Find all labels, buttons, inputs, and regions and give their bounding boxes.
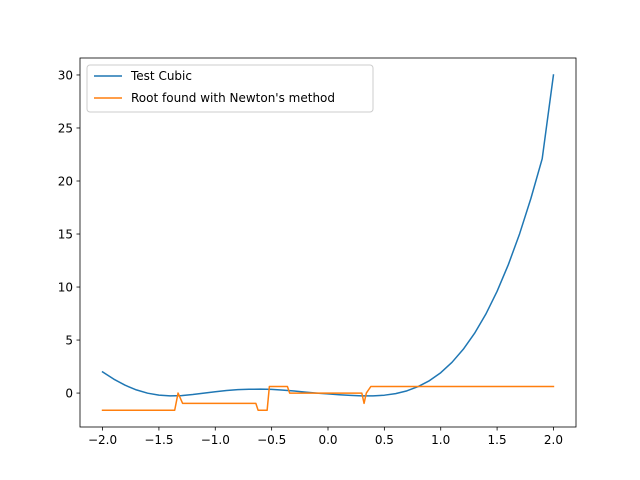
y-tick-label: 30 bbox=[58, 68, 73, 82]
x-tick-label: −2.0 bbox=[88, 433, 117, 447]
y-tick-label: 0 bbox=[65, 387, 73, 401]
x-tick-label: 1.5 bbox=[488, 433, 507, 447]
legend-label-test-cubic: Test Cubic bbox=[130, 69, 192, 83]
x-tick-label: −1.5 bbox=[144, 433, 173, 447]
x-axis: −2.0 −1.5 −1.0 −0.5 0.0 0.5 1.0 1.5 2.0 bbox=[88, 427, 563, 447]
axes-background bbox=[80, 58, 576, 427]
x-tick-label: 2.0 bbox=[544, 433, 563, 447]
y-tick-label: 15 bbox=[58, 228, 73, 242]
legend-box bbox=[86, 64, 374, 113]
series-line-root-found-with-newton-s-method bbox=[101, 385, 555, 411]
x-tick-label: 0.5 bbox=[375, 433, 394, 447]
plot-area bbox=[79, 57, 577, 428]
series-layer bbox=[101, 74, 555, 411]
x-tick-label: −1.0 bbox=[201, 433, 230, 447]
x-tick-label: 0.0 bbox=[318, 433, 337, 447]
y-axis: 0 5 10 15 20 25 30 bbox=[58, 68, 80, 401]
x-tick-label: −0.5 bbox=[257, 433, 286, 447]
y-tick-label: 20 bbox=[58, 175, 73, 189]
y-tick-label: 25 bbox=[58, 121, 73, 135]
x-tick-label: 1.0 bbox=[431, 433, 450, 447]
y-tick-label: 5 bbox=[65, 334, 73, 348]
legend-label-newton-root: Root found with Newton's method bbox=[131, 91, 335, 105]
legend: Test Cubic Root found with Newton's meth… bbox=[86, 64, 374, 113]
y-tick-label: 10 bbox=[58, 281, 73, 295]
